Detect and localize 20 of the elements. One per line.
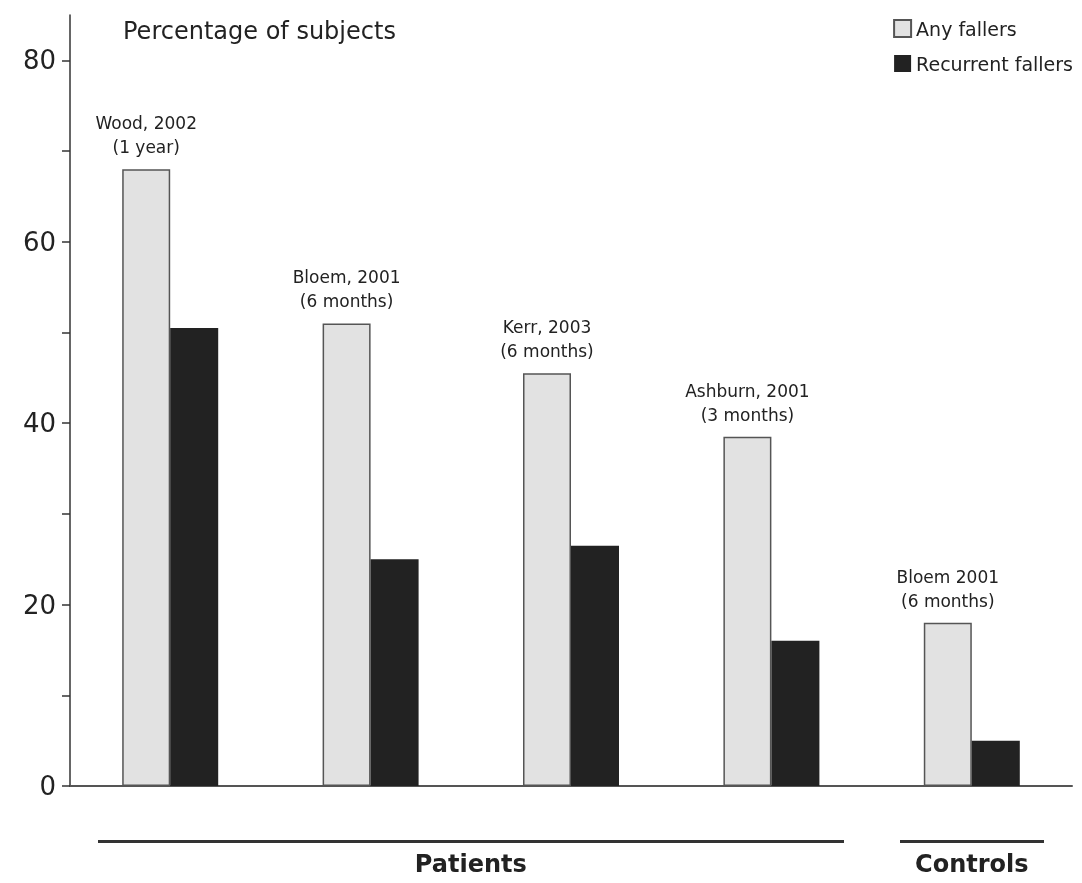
y-tick-label: 0 [39, 771, 56, 801]
bar [170, 327, 219, 786]
bar [370, 559, 419, 786]
x-tick-label: Ashburn, 2001 (3 months) [685, 380, 810, 425]
y-tick-label: 80 [22, 45, 56, 76]
legend-label: Any fallers [916, 17, 1017, 40]
legend-label: Recurrent fallers [916, 52, 1074, 75]
x-tick-label: Bloem, 2001 (6 months) [292, 267, 401, 312]
y-tick-label: 40 [22, 408, 56, 439]
x-tick-label: Bloem 2001 (6 months) [896, 566, 1000, 611]
x-tick-label: Wood, 2002 (1 year) [95, 113, 197, 158]
x-tick-label: Kerr, 2003 (6 months) [500, 317, 594, 362]
text: Patients [413, 850, 528, 878]
y-tick-label: 20 [22, 589, 56, 620]
bar [571, 545, 619, 786]
y-axis-title: Percentage of subjects [123, 17, 396, 45]
bar [971, 740, 1020, 786]
bar [771, 640, 820, 786]
text: Controls [914, 850, 1030, 878]
y-tick-label: 60 [22, 226, 56, 257]
